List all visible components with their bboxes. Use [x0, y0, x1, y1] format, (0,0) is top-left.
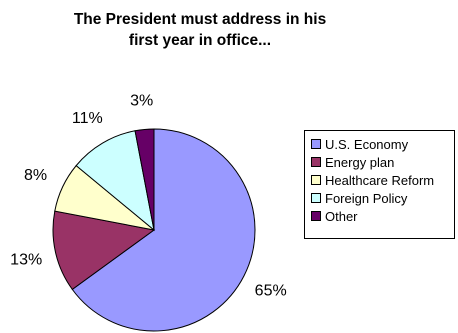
chart-legend: U.S. Economy Energy plan Healthcare Reform…	[304, 130, 455, 239]
legend-item: U.S. Economy	[311, 135, 454, 153]
legend-label: U.S. Economy	[325, 136, 409, 152]
legend-label: Foreign Policy	[325, 190, 408, 206]
legend-item: Other	[311, 207, 454, 225]
chart-title-line-1: The President must address in his	[73, 11, 327, 28]
slice-value-label: 8%	[24, 167, 47, 184]
legend-swatch	[311, 193, 321, 203]
legend-swatch	[311, 175, 321, 185]
legend-swatch	[311, 211, 321, 221]
legend-item: Foreign Policy	[311, 189, 454, 207]
legend-swatch	[311, 139, 321, 149]
legend-item: Energy plan	[311, 153, 454, 171]
legend-swatch	[311, 157, 321, 167]
pie-slice-other	[134, 128, 155, 231]
legend-item: Healthcare Reform	[311, 171, 454, 189]
legend-label: Other	[325, 208, 358, 224]
legend-label: Energy plan	[325, 154, 395, 170]
pie-slice-foreign-policy	[75, 130, 155, 232]
pie-slice-u-s-economy	[71, 128, 256, 332]
slice-value-label: 11%	[72, 110, 103, 127]
pie-slice-energy-plan	[52, 210, 156, 291]
chart-title-line-2: first year in office...	[128, 32, 272, 49]
slice-value-label: 65%	[255, 283, 287, 300]
slice-value-label: 13%	[10, 252, 42, 269]
legend-label: Healthcare Reform	[325, 172, 435, 188]
slice-value-label: 3%	[130, 93, 153, 110]
